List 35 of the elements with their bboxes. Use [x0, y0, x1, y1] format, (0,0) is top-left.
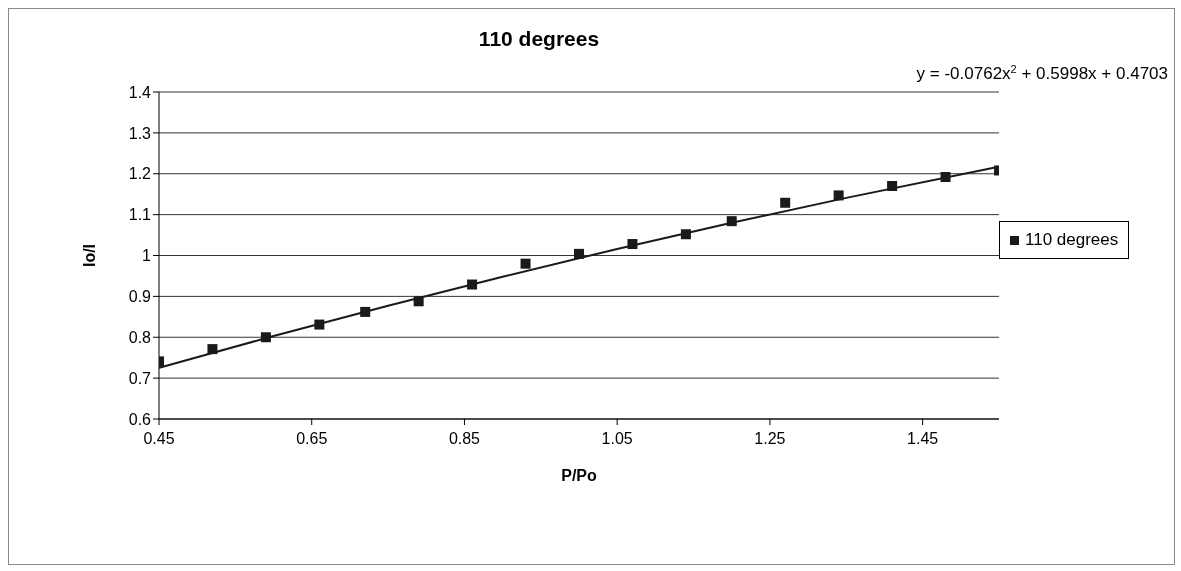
x-tick-label: 1.45 [907, 430, 939, 448]
chart-title: 110 degrees [477, 27, 601, 51]
point [467, 279, 478, 290]
y-axis-title: Io/I [80, 243, 98, 268]
x-tick-label: 1.25 [754, 430, 786, 448]
x-tick-label: 0.45 [143, 430, 175, 448]
x-axis-title: P/Po [561, 467, 598, 484]
point [314, 319, 325, 330]
legend-label: 110 degrees [1025, 230, 1119, 250]
x-tick-label: 0.85 [448, 430, 481, 448]
y-tick-label: 0.7 [128, 369, 152, 387]
y-tick-label: 1.1 [128, 206, 152, 224]
y-tick-label: 1.2 [128, 165, 152, 183]
x-tick-label: 0.65 [296, 430, 328, 448]
x-tick-label: 1.05 [601, 430, 633, 448]
y-tick-label: 1 [142, 247, 152, 265]
y-tick-label: 0.8 [128, 328, 152, 346]
point [413, 296, 424, 307]
y-tick-label: 0.9 [128, 288, 152, 306]
y-tick-label: 1.3 [128, 124, 152, 142]
point [726, 216, 737, 227]
point [627, 239, 638, 250]
point [360, 306, 371, 317]
y-tick-label: 0.6 [128, 410, 152, 428]
point [833, 190, 844, 201]
point [887, 181, 898, 192]
point [780, 197, 791, 208]
point [680, 229, 691, 240]
point [574, 248, 584, 259]
point [207, 344, 218, 355]
text: y = -0.0762x$^{2}$ + 0.5998x + 0.4703 [916, 63, 1168, 83]
point [940, 172, 951, 183]
point [260, 332, 271, 343]
y-tick-label: 1.4 [128, 83, 152, 101]
point [520, 258, 531, 269]
